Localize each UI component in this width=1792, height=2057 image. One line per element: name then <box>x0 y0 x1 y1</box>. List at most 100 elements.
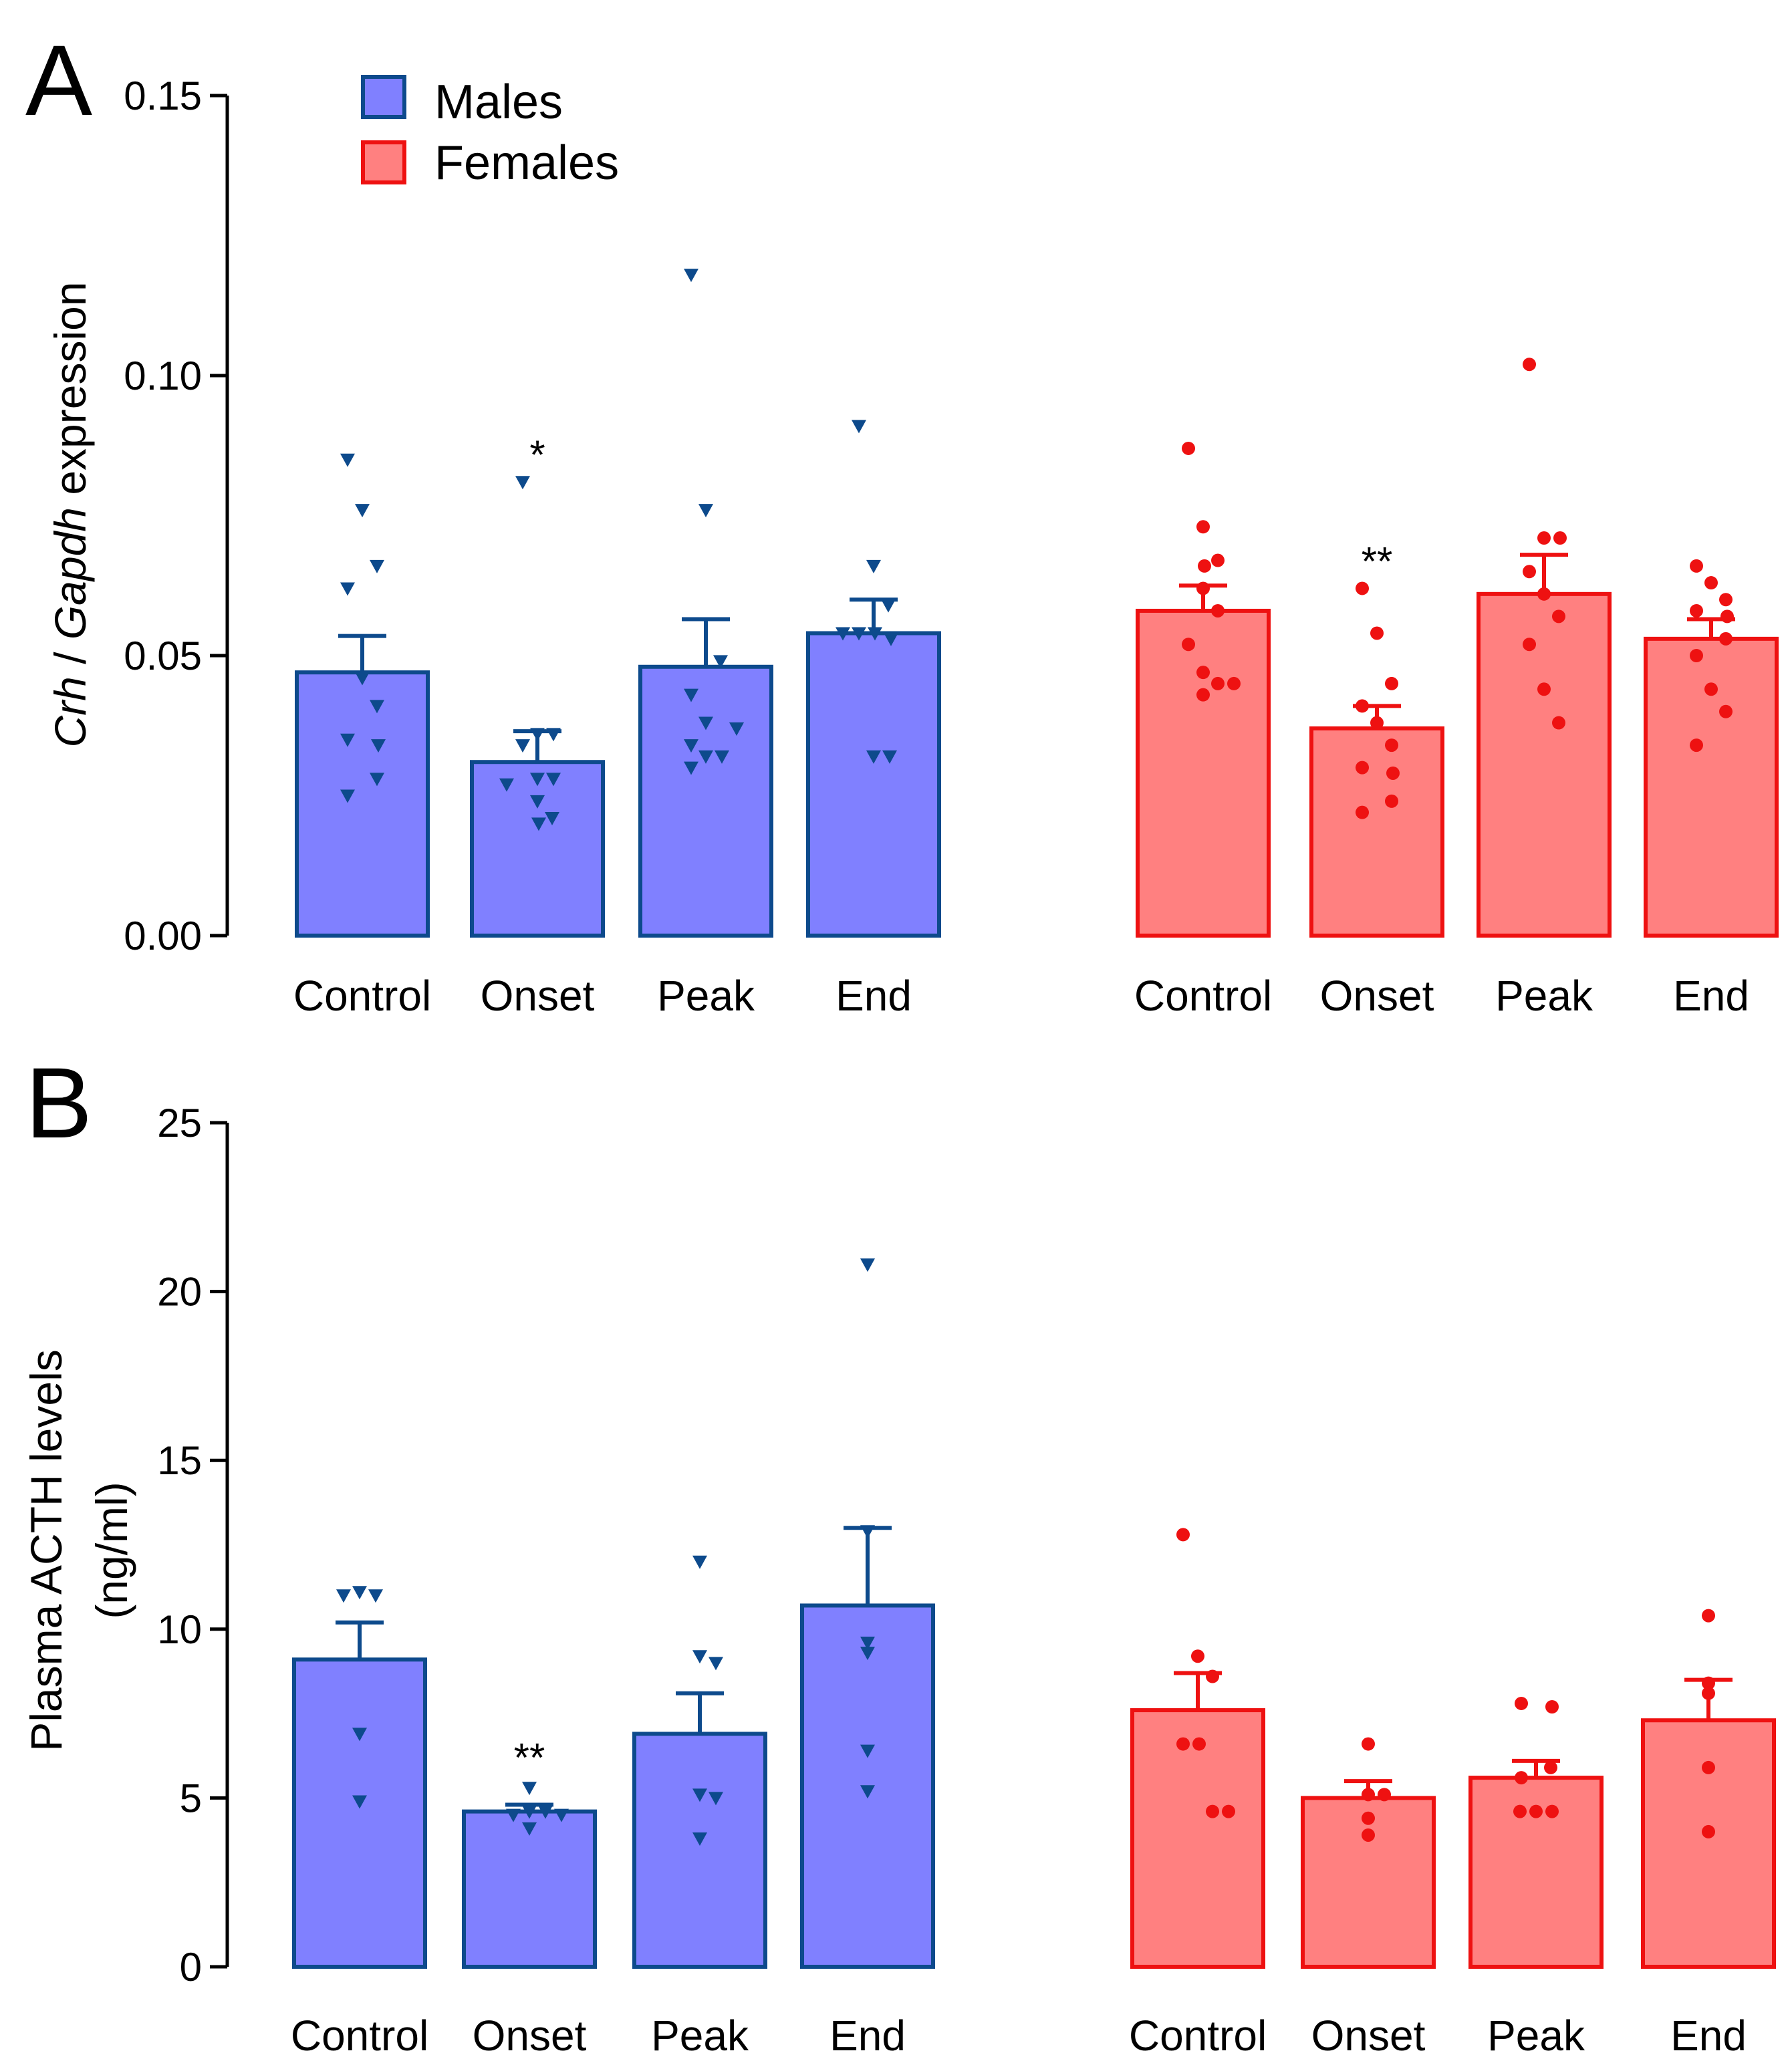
males-category-label: Control <box>293 972 431 1020</box>
y-tick-label: 0 <box>180 1945 202 1990</box>
male-data-point <box>530 795 545 809</box>
male-data-point <box>355 672 370 686</box>
males-category-label: Onset <box>473 2012 587 2057</box>
male-data-point <box>866 559 881 573</box>
male-data-point <box>729 722 744 736</box>
female-data-point <box>1537 587 1551 601</box>
male-data-point <box>554 1808 569 1822</box>
male-data-point <box>352 1586 367 1600</box>
legend-males-label: Males <box>434 76 563 129</box>
females-bar-end <box>1641 1718 1776 1969</box>
male-data-point <box>355 504 370 518</box>
female-data-point <box>1702 1676 1715 1690</box>
male-data-point <box>698 750 713 764</box>
female-data-point <box>1690 603 1703 618</box>
male-data-point <box>866 750 881 764</box>
y-tick-label: 5 <box>180 1776 202 1820</box>
y-tick-label: 25 <box>157 1101 202 1145</box>
male-data-point <box>836 627 850 641</box>
males-bar-end <box>806 631 941 938</box>
females-category-label: Onset <box>1320 972 1434 1020</box>
males-bar-peak <box>632 1732 767 1969</box>
females-significance-marker: ** <box>1362 539 1393 583</box>
female-data-point <box>1719 632 1733 646</box>
female-data-point <box>1385 738 1398 752</box>
panel-b-y-axis-title-line1: Plasma ACTH levels <box>21 1349 71 1752</box>
male-data-point <box>860 1525 875 1539</box>
female-data-point <box>1362 1828 1375 1842</box>
male-data-point <box>860 1647 875 1661</box>
panel-b-chart: 0 5 10 15 20 25 ** Control Onset Peak End Control On… <box>157 1101 1776 2057</box>
y-tick-label: 20 <box>157 1270 202 1315</box>
females-bar-peak <box>1477 591 1612 938</box>
female-data-point <box>1198 559 1211 573</box>
females-category-label: End <box>1673 972 1749 1020</box>
female-data-point <box>1515 1771 1528 1785</box>
male-data-point <box>336 1589 351 1603</box>
legend: Males Females <box>361 75 619 190</box>
male-data-point <box>352 1728 367 1742</box>
female-data-point <box>1206 1669 1219 1683</box>
female-data-point <box>1702 1824 1715 1838</box>
male-data-point <box>499 778 514 792</box>
male-data-point <box>698 504 713 518</box>
male-data-point <box>868 627 882 641</box>
female-data-point <box>1211 603 1225 618</box>
male-data-point <box>715 750 729 764</box>
y-tick-label: 0.00 <box>124 914 202 958</box>
female-data-point <box>1370 716 1384 730</box>
female-data-point <box>1227 676 1241 690</box>
male-data-point <box>370 559 384 573</box>
male-data-point <box>692 1832 707 1846</box>
female-data-point <box>1191 1649 1204 1663</box>
females-category-label: Peak <box>1495 972 1593 1020</box>
male-data-point <box>684 739 698 753</box>
female-data-point <box>1515 1696 1528 1710</box>
female-data-point <box>1356 761 1369 775</box>
male-data-point <box>684 688 698 702</box>
female-data-point <box>1362 1788 1375 1802</box>
male-data-point <box>684 761 698 775</box>
male-data-point <box>522 1782 537 1796</box>
female-data-point <box>1196 666 1210 680</box>
females-category-label: Onset <box>1311 2012 1426 2057</box>
females-bar-control <box>1130 1708 1265 1969</box>
female-data-point <box>1385 676 1398 690</box>
males-bar-onset <box>470 760 605 938</box>
male-data-point <box>860 1637 875 1651</box>
male-data-point <box>546 728 561 742</box>
panel-a-chart: 0.00 0.05 0.10 0.15 * Control Onset Peak End ** Co… <box>124 74 1779 1020</box>
male-data-point <box>692 1555 707 1569</box>
female-data-point <box>1545 1804 1559 1818</box>
female-data-point <box>1196 581 1210 595</box>
male-data-point <box>852 420 866 434</box>
female-data-point <box>1545 1699 1559 1713</box>
male-data-point <box>530 728 545 742</box>
male-data-point <box>881 599 896 613</box>
male-data-point <box>709 1657 723 1671</box>
female-data-point <box>1702 1760 1715 1774</box>
female-data-point <box>1356 805 1369 819</box>
females-category-label: End <box>1670 2012 1747 2057</box>
panel-letter-a: A <box>25 24 92 136</box>
female-data-point <box>1523 565 1536 579</box>
female-data-point <box>1182 638 1195 652</box>
female-data-point <box>1182 441 1195 455</box>
male-data-point <box>368 1589 383 1603</box>
females-bar-onset <box>1309 726 1444 938</box>
y-tick-label: 0.05 <box>124 634 202 678</box>
females-bar-onset <box>1301 1796 1436 1969</box>
male-data-point <box>860 1785 875 1799</box>
male-data-point <box>522 1822 537 1836</box>
female-data-point <box>1386 766 1400 780</box>
female-data-point <box>1523 638 1536 652</box>
panel-b-y-axis-title-line2: (ng/ml) <box>87 1482 136 1619</box>
male-data-point <box>860 1744 875 1758</box>
males-category-label: Control <box>291 2012 428 2057</box>
males-bar-peak <box>638 664 773 938</box>
female-data-point <box>1690 559 1703 573</box>
male-data-point <box>538 1805 553 1819</box>
female-data-point <box>1552 716 1565 730</box>
male-data-point <box>506 1808 521 1822</box>
